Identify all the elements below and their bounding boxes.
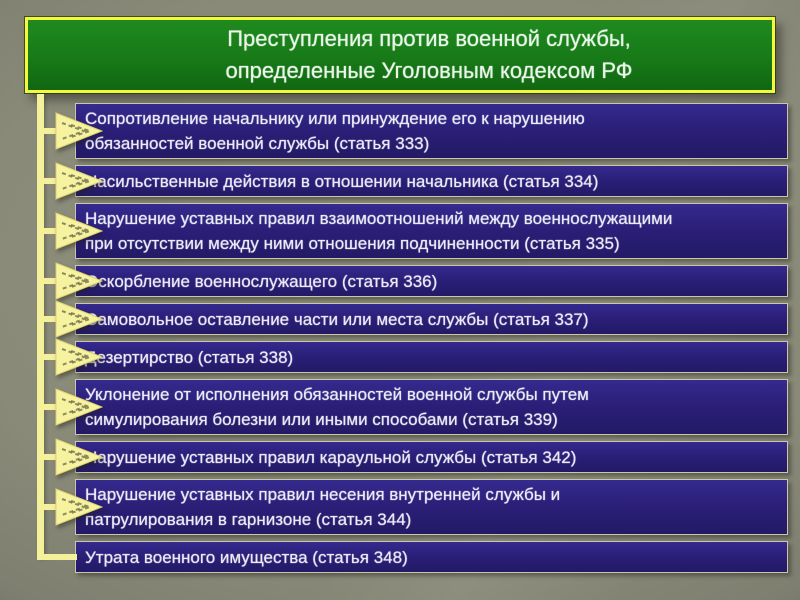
item-box: Нарушение уставных правил несения внутре… (75, 479, 788, 535)
connector-line (37, 504, 61, 510)
item-text: Утрата военного имущества (статья 348) (85, 547, 408, 567)
arrow-icon (55, 212, 103, 250)
item-box: Уклонение от исполнения обязанностей вое… (75, 379, 788, 435)
arrow-icon (55, 338, 103, 376)
arrow-icon (55, 112, 103, 150)
item-text: Уклонение от исполнения обязанностей вое… (85, 385, 589, 429)
arrow-icon (55, 438, 103, 476)
connector-trunk-line (37, 94, 44, 557)
connector-line (37, 354, 61, 360)
connector-line (37, 228, 61, 234)
item-box: Оскорбление военнослужащего (статья 336) (75, 265, 788, 297)
item-text: Оскорбление военнослужащего (статья 336) (85, 271, 438, 291)
title-box: Преступления против военной службы, опре… (25, 17, 775, 93)
list-item: Насильственные действия в отношении нача… (37, 162, 788, 200)
item-text: Сопротивление начальнику или принуждение… (85, 109, 585, 153)
item-box: Самовольное оставление части или места с… (75, 303, 788, 335)
item-text: Дезертирство (статья 338) (85, 347, 294, 367)
arrow-icon (55, 300, 103, 338)
item-box: Дезертирство (статья 338) (75, 341, 788, 373)
item-box: Нарушение уставных правил караульной слу… (75, 441, 788, 473)
connector-line (37, 178, 61, 184)
connector-line (37, 454, 61, 460)
item-text: Нарушение уставных правил несения внутре… (85, 485, 561, 529)
arrow-icon (55, 262, 103, 300)
item-text: Нарушение уставных правил взаимоотношени… (85, 209, 673, 253)
item-text: Насильственные действия в отношении нача… (85, 171, 599, 191)
item-box: Сопротивление начальнику или принуждение… (75, 103, 788, 159)
item-text: Самовольное оставление части или места с… (85, 309, 589, 329)
page-title: Преступления против военной службы, опре… (225, 26, 633, 83)
list-item: Уклонение от исполнения обязанностей вое… (37, 379, 788, 435)
list-item: Утрата военного имущества (статья 348) (37, 541, 788, 573)
connector-line (37, 128, 61, 134)
list-item: Сопротивление начальнику или принуждение… (37, 103, 788, 159)
item-box: Нарушение уставных правил взаимоотношени… (75, 203, 788, 259)
item-text: Нарушение уставных правил караульной слу… (85, 447, 577, 467)
connector-line (37, 404, 61, 410)
arrow-icon (55, 488, 103, 526)
list-item: Оскорбление военнослужащего (статья 336) (37, 262, 788, 300)
item-box: Насильственные действия в отношении нача… (75, 165, 788, 197)
connector-line (37, 316, 61, 322)
arrow-icon (55, 162, 103, 200)
item-list: Сопротивление начальнику или принуждение… (37, 103, 788, 573)
item-box: Утрата военного имущества (статья 348) (75, 541, 788, 573)
list-item: Дезертирство (статья 338) (37, 338, 788, 376)
arrow-icon (55, 388, 103, 426)
list-item: Нарушение уставных правил несения внутре… (37, 479, 788, 535)
connector-line (37, 278, 61, 284)
list-item: Самовольное оставление части или места с… (37, 300, 788, 338)
list-item: Нарушение уставных правил взаимоотношени… (37, 203, 788, 259)
connector-line (37, 554, 77, 560)
list-item: Нарушение уставных правил караульной слу… (37, 438, 788, 476)
